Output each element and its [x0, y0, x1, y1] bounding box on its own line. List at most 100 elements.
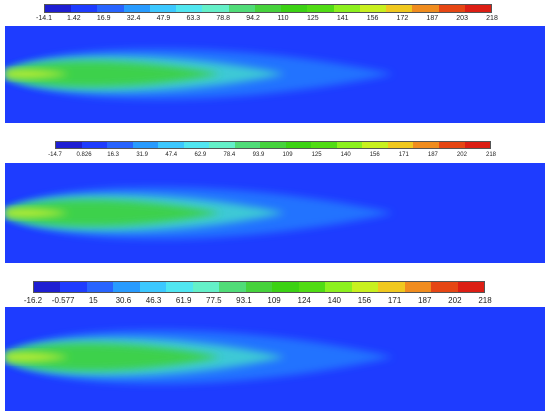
colorbar-2-tick-label: 125 — [311, 152, 322, 158]
colorbar-2-tick-label: 218 — [485, 152, 497, 158]
colorbar-1-segment — [149, 5, 177, 12]
colorbar-3-segment — [404, 282, 432, 292]
colorbar-2-ticks: -14.7 0.826 16.3 31.9 47.4 62.9 78.4 93.9 109 125… — [48, 152, 496, 164]
colorbar-2-tick-label: 31.9 — [136, 152, 149, 158]
colorbar-2-tick-label: 109 — [282, 152, 293, 158]
colorbar-1-tick-label: 187 — [426, 15, 439, 22]
plume-jet — [5, 352, 70, 362]
colorbar-1-segment — [359, 5, 387, 12]
colorbar-1-tick-label: 125 — [306, 15, 319, 22]
colorbar-3-tick-label: 187 — [418, 296, 432, 305]
colorbar-1-segment — [123, 5, 150, 12]
colorbar-3-segment — [245, 282, 273, 292]
colorbar-2-segment — [413, 142, 439, 148]
colorbar-3-segment — [457, 282, 484, 292]
colorbar-2-segment — [464, 142, 491, 148]
colorbar-2-tick-label: 171 — [398, 152, 409, 158]
colorbar-2-segment — [362, 142, 388, 148]
colorbar-2-tick-label: 62.9 — [194, 152, 207, 158]
colorbar-1-tick-label: 218 — [486, 15, 498, 22]
colorbar-2-tick-label: 156 — [369, 152, 380, 158]
colorbar-2-segment — [132, 142, 159, 148]
colorbar-1-tick-label: 141 — [336, 15, 349, 22]
colorbar-2-tick-label: 140 — [340, 152, 351, 158]
colorbar-2-tick-label: 93.9 — [252, 152, 265, 158]
colorbar-3-tick-label: 15 — [88, 296, 98, 305]
colorbar-2-segment — [260, 142, 286, 148]
colorbar-3-segment — [86, 282, 114, 292]
colorbar-3-tick-label: 140 — [327, 296, 342, 305]
colorbar-3-segment — [378, 282, 405, 292]
colorbar-3-tick-label: 93.1 — [236, 296, 252, 305]
colorbar-1-segment — [71, 5, 98, 12]
plume-core — [5, 61, 221, 87]
colorbar-2-segment — [234, 142, 261, 148]
colorbar-1-segment — [45, 5, 72, 12]
colorbar-3-tick-label: 156 — [357, 296, 372, 305]
colorbar-3-segment — [192, 282, 220, 292]
colorbar-3-tick-label: 218 — [478, 296, 492, 305]
colorbar-2-tick-label: 16.3 — [107, 152, 119, 158]
colorbar-2-segment — [387, 142, 414, 148]
colorbar-3-tick-label: 171 — [387, 296, 402, 305]
colorbar-3-tick-label: 30.6 — [115, 296, 132, 305]
colorbar-3-tick-label: -16.2 — [23, 296, 43, 305]
colorbar-1-tick-label: 16.9 — [96, 15, 111, 22]
colorbar-1-segment — [202, 5, 229, 12]
colorbar-3-tick-label: 77.5 — [206, 296, 222, 305]
colorbar-1-segment — [228, 5, 255, 12]
colorbar-1-segment — [307, 5, 334, 12]
colorbar-1-tick-label: 78.8 — [216, 15, 230, 22]
colorbar-3-segment — [431, 282, 458, 292]
colorbar-1-tick-label: 94.2 — [246, 15, 260, 22]
colorbar-1-segment — [438, 5, 465, 12]
colorbar-3-tick-label: 46.3 — [145, 296, 162, 305]
colorbar-2-segment — [311, 142, 337, 148]
colorbar-2-segment — [81, 142, 108, 148]
colorbar-3-segment — [272, 282, 299, 292]
colorbar-2-segment — [438, 142, 465, 148]
colorbar-1-segment — [333, 5, 360, 12]
colorbar-3-tick-label: 202 — [448, 296, 462, 305]
colorbar-3-ticks: -16.2 -0.577 15 30.6 46.3 61.9 77.5 93.1 109 124 1… — [24, 296, 492, 308]
colorbar-1-segment — [97, 5, 124, 12]
colorbar-1-tick-label: 47.9 — [156, 15, 171, 22]
colorbar-3-segment — [113, 282, 140, 292]
colorbar-1-tick-label: 172 — [396, 15, 409, 22]
colorbar-3-segment — [219, 282, 246, 292]
colorbar-1-tick-label: -14.1 — [36, 15, 52, 22]
colorbar-3-tick-label: -0.577 — [51, 296, 75, 305]
colorbar-2-segment — [336, 142, 363, 148]
colorbar-3-segment — [139, 282, 167, 292]
plume-core — [5, 199, 221, 227]
colorbar-1-tick-label: 32.4 — [126, 15, 141, 22]
colorbar-1-tick-label: 156 — [366, 15, 379, 22]
colorbar-2 — [55, 141, 491, 149]
colorbar-2-tick-label: 47.4 — [165, 152, 178, 158]
colorbar-1-tick-label: 63.3 — [186, 15, 201, 22]
colorbar-3 — [33, 281, 485, 293]
plume-jet — [5, 69, 70, 79]
colorbar-1-segment — [176, 5, 203, 12]
colorbar-2-segment — [183, 142, 210, 148]
colorbar-3-tick-label: 61.9 — [175, 296, 192, 305]
colorbar-1-segment — [281, 5, 308, 12]
colorbar-2-tick-label: 78.4 — [223, 152, 236, 158]
colorbar-3-segment — [298, 282, 326, 292]
colorbar-2-segment — [56, 142, 82, 148]
colorbar-1-segment — [254, 5, 282, 12]
colorbar-1-ticks: -14.1 1.42 16.9 32.4 47.9 63.3 78.8 94.2 110 125 1… — [36, 15, 498, 27]
colorbar-3-segment — [166, 282, 193, 292]
contour-panel-2 — [5, 163, 545, 263]
colorbar-1-tick-label: 203 — [456, 15, 468, 22]
colorbar-2-tick-label: 202 — [456, 152, 467, 158]
colorbar-1 — [44, 4, 492, 13]
colorbar-2-segment — [285, 142, 312, 148]
colorbar-2-segment — [209, 142, 235, 148]
colorbar-1-tick-label: 110 — [277, 15, 289, 22]
colorbar-3-tick-label: 124 — [297, 296, 311, 305]
plume-jet — [5, 208, 70, 218]
colorbar-2-tick-label: 187 — [427, 152, 438, 158]
colorbar-1-segment — [386, 5, 413, 12]
colorbar-2-tick-label: -14.7 — [48, 152, 62, 158]
